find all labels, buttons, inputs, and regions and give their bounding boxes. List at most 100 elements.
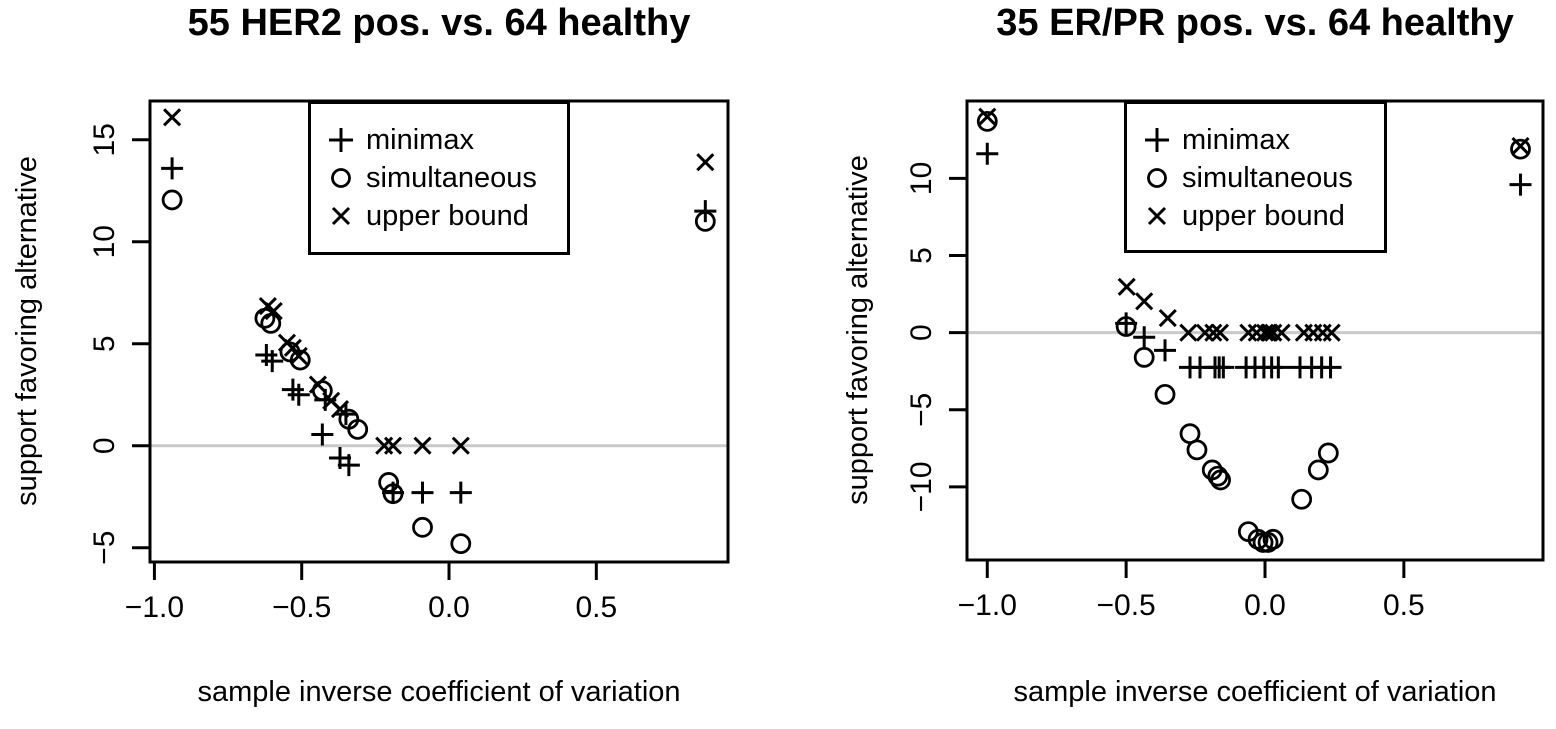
data-point-plus bbox=[1509, 173, 1532, 196]
data-point-plus bbox=[255, 343, 278, 366]
data-point-cross bbox=[1117, 277, 1136, 296]
plus-icon bbox=[329, 128, 353, 152]
data-point-plus bbox=[411, 481, 434, 504]
data-point-circle bbox=[1115, 316, 1137, 337]
data-point-cross bbox=[1135, 292, 1154, 311]
legend-item-minimax: minimax bbox=[325, 121, 567, 159]
data-point-circle bbox=[161, 189, 183, 211]
data-point-cross bbox=[1322, 323, 1341, 342]
right-x-axis-label: sample inverse coefficient of variation bbox=[1013, 676, 1497, 708]
data-point-cross bbox=[283, 338, 302, 357]
legend-item-simultaneous: simultaneous bbox=[325, 159, 567, 197]
data-point-cross bbox=[163, 108, 182, 127]
y-tick-label: 15 bbox=[88, 123, 121, 156]
data-point-plus bbox=[1154, 339, 1177, 362]
cross-icon bbox=[331, 206, 351, 226]
data-point-circle bbox=[412, 516, 433, 538]
y-tick-label: 5 bbox=[88, 335, 121, 352]
y-tick-label: −10 bbox=[905, 461, 938, 512]
data-point-cross bbox=[1204, 323, 1223, 342]
legend-item-minimax: minimax bbox=[1141, 121, 1384, 159]
x-tick-label: −0.5 bbox=[272, 591, 331, 624]
data-point-circle bbox=[1307, 459, 1329, 481]
right-legend: minimax simultaneous upper bound bbox=[1124, 101, 1387, 253]
y-tick-label: 0 bbox=[88, 437, 121, 454]
data-point-circle bbox=[1262, 528, 1284, 550]
data-point-plus bbox=[311, 423, 334, 446]
data-point-cross bbox=[413, 436, 432, 455]
data-point-cross bbox=[1179, 323, 1198, 342]
data-point-circle bbox=[1207, 465, 1229, 487]
y-tick-label: 10 bbox=[88, 225, 121, 258]
data-point-plus bbox=[976, 142, 999, 165]
data-point-cross bbox=[264, 302, 283, 321]
y-tick-label: 10 bbox=[905, 162, 938, 195]
legend-label: upper bound bbox=[1182, 199, 1345, 232]
cross-icon bbox=[1147, 206, 1167, 226]
data-point-cross bbox=[696, 153, 715, 172]
data-point-circle bbox=[289, 349, 311, 371]
data-point-circle bbox=[1210, 469, 1231, 491]
left-legend: minimax simultaneous upper bound bbox=[308, 101, 570, 255]
data-point-cross bbox=[308, 375, 327, 394]
data-point-cross bbox=[383, 436, 403, 455]
x-tick-label: −1.0 bbox=[958, 589, 1017, 622]
legend-label: simultaneous bbox=[366, 161, 537, 194]
y-tick-label: −5 bbox=[905, 393, 938, 427]
data-point-plus bbox=[261, 350, 284, 373]
data-point-cross bbox=[330, 399, 350, 419]
circle-icon bbox=[331, 168, 351, 188]
plus-icon bbox=[1145, 128, 1169, 152]
data-point-plus bbox=[1267, 356, 1290, 379]
data-point-circle bbox=[347, 419, 369, 440]
data-point-cross bbox=[978, 107, 997, 126]
data-point-circle bbox=[1133, 346, 1155, 368]
data-point-plus bbox=[1212, 356, 1235, 379]
legend-label: simultaneous bbox=[1182, 161, 1353, 194]
y-tick-label: 0 bbox=[905, 324, 938, 341]
data-point-circle bbox=[382, 483, 404, 505]
x-tick-label: 0.5 bbox=[1383, 589, 1425, 622]
data-point-plus bbox=[337, 454, 360, 477]
data-point-cross bbox=[1264, 323, 1283, 342]
data-point-cross bbox=[1158, 308, 1177, 328]
data-point-cross bbox=[1272, 323, 1291, 342]
left-y-axis-label: support favoring alternative bbox=[11, 156, 43, 506]
data-point-cross bbox=[1210, 323, 1230, 342]
data-point-cross bbox=[1239, 323, 1258, 342]
data-point-plus bbox=[281, 378, 304, 401]
data-point-circle bbox=[1317, 442, 1339, 464]
data-point-circle bbox=[1291, 488, 1313, 510]
data-point-circle bbox=[1186, 439, 1208, 461]
legend-label: minimax bbox=[366, 123, 474, 156]
x-tick-label: 0.0 bbox=[1244, 589, 1286, 622]
left-x-axis-label: sample inverse coefficient of variation bbox=[197, 676, 681, 708]
legend-item-upper-bound: upper bound bbox=[1141, 197, 1384, 235]
y-tick-label: −5 bbox=[88, 531, 121, 565]
data-point-circle bbox=[450, 533, 472, 555]
data-point-plus bbox=[449, 481, 472, 504]
x-tick-label: −1.0 bbox=[125, 591, 184, 624]
data-point-circle bbox=[378, 472, 400, 493]
legend-label: minimax bbox=[1182, 123, 1290, 156]
data-point-cross bbox=[289, 346, 308, 366]
legend-label: upper bound bbox=[366, 199, 529, 232]
data-point-cross bbox=[1195, 323, 1215, 342]
legend-item-simultaneous: simultaneous bbox=[1141, 159, 1384, 197]
left-panel-title: 55 HER2 pos. vs. 64 healthy bbox=[187, 2, 691, 44]
right-y-axis-label: support favoring alternative bbox=[842, 155, 874, 505]
x-tick-label: 0.0 bbox=[428, 591, 470, 624]
data-point-plus bbox=[1319, 356, 1342, 379]
data-point-circle bbox=[694, 210, 716, 232]
data-point-plus bbox=[287, 383, 310, 406]
circle-icon bbox=[1147, 168, 1167, 188]
data-point-circle bbox=[1154, 383, 1176, 405]
data-point-cross bbox=[1255, 323, 1275, 342]
data-point-cross bbox=[1511, 136, 1530, 156]
right-panel-title: 35 ER/PR pos. vs. 64 healthy bbox=[996, 2, 1514, 44]
data-point-circle bbox=[1510, 138, 1531, 160]
data-point-cross bbox=[451, 436, 470, 455]
y-tick-label: 5 bbox=[905, 247, 938, 264]
